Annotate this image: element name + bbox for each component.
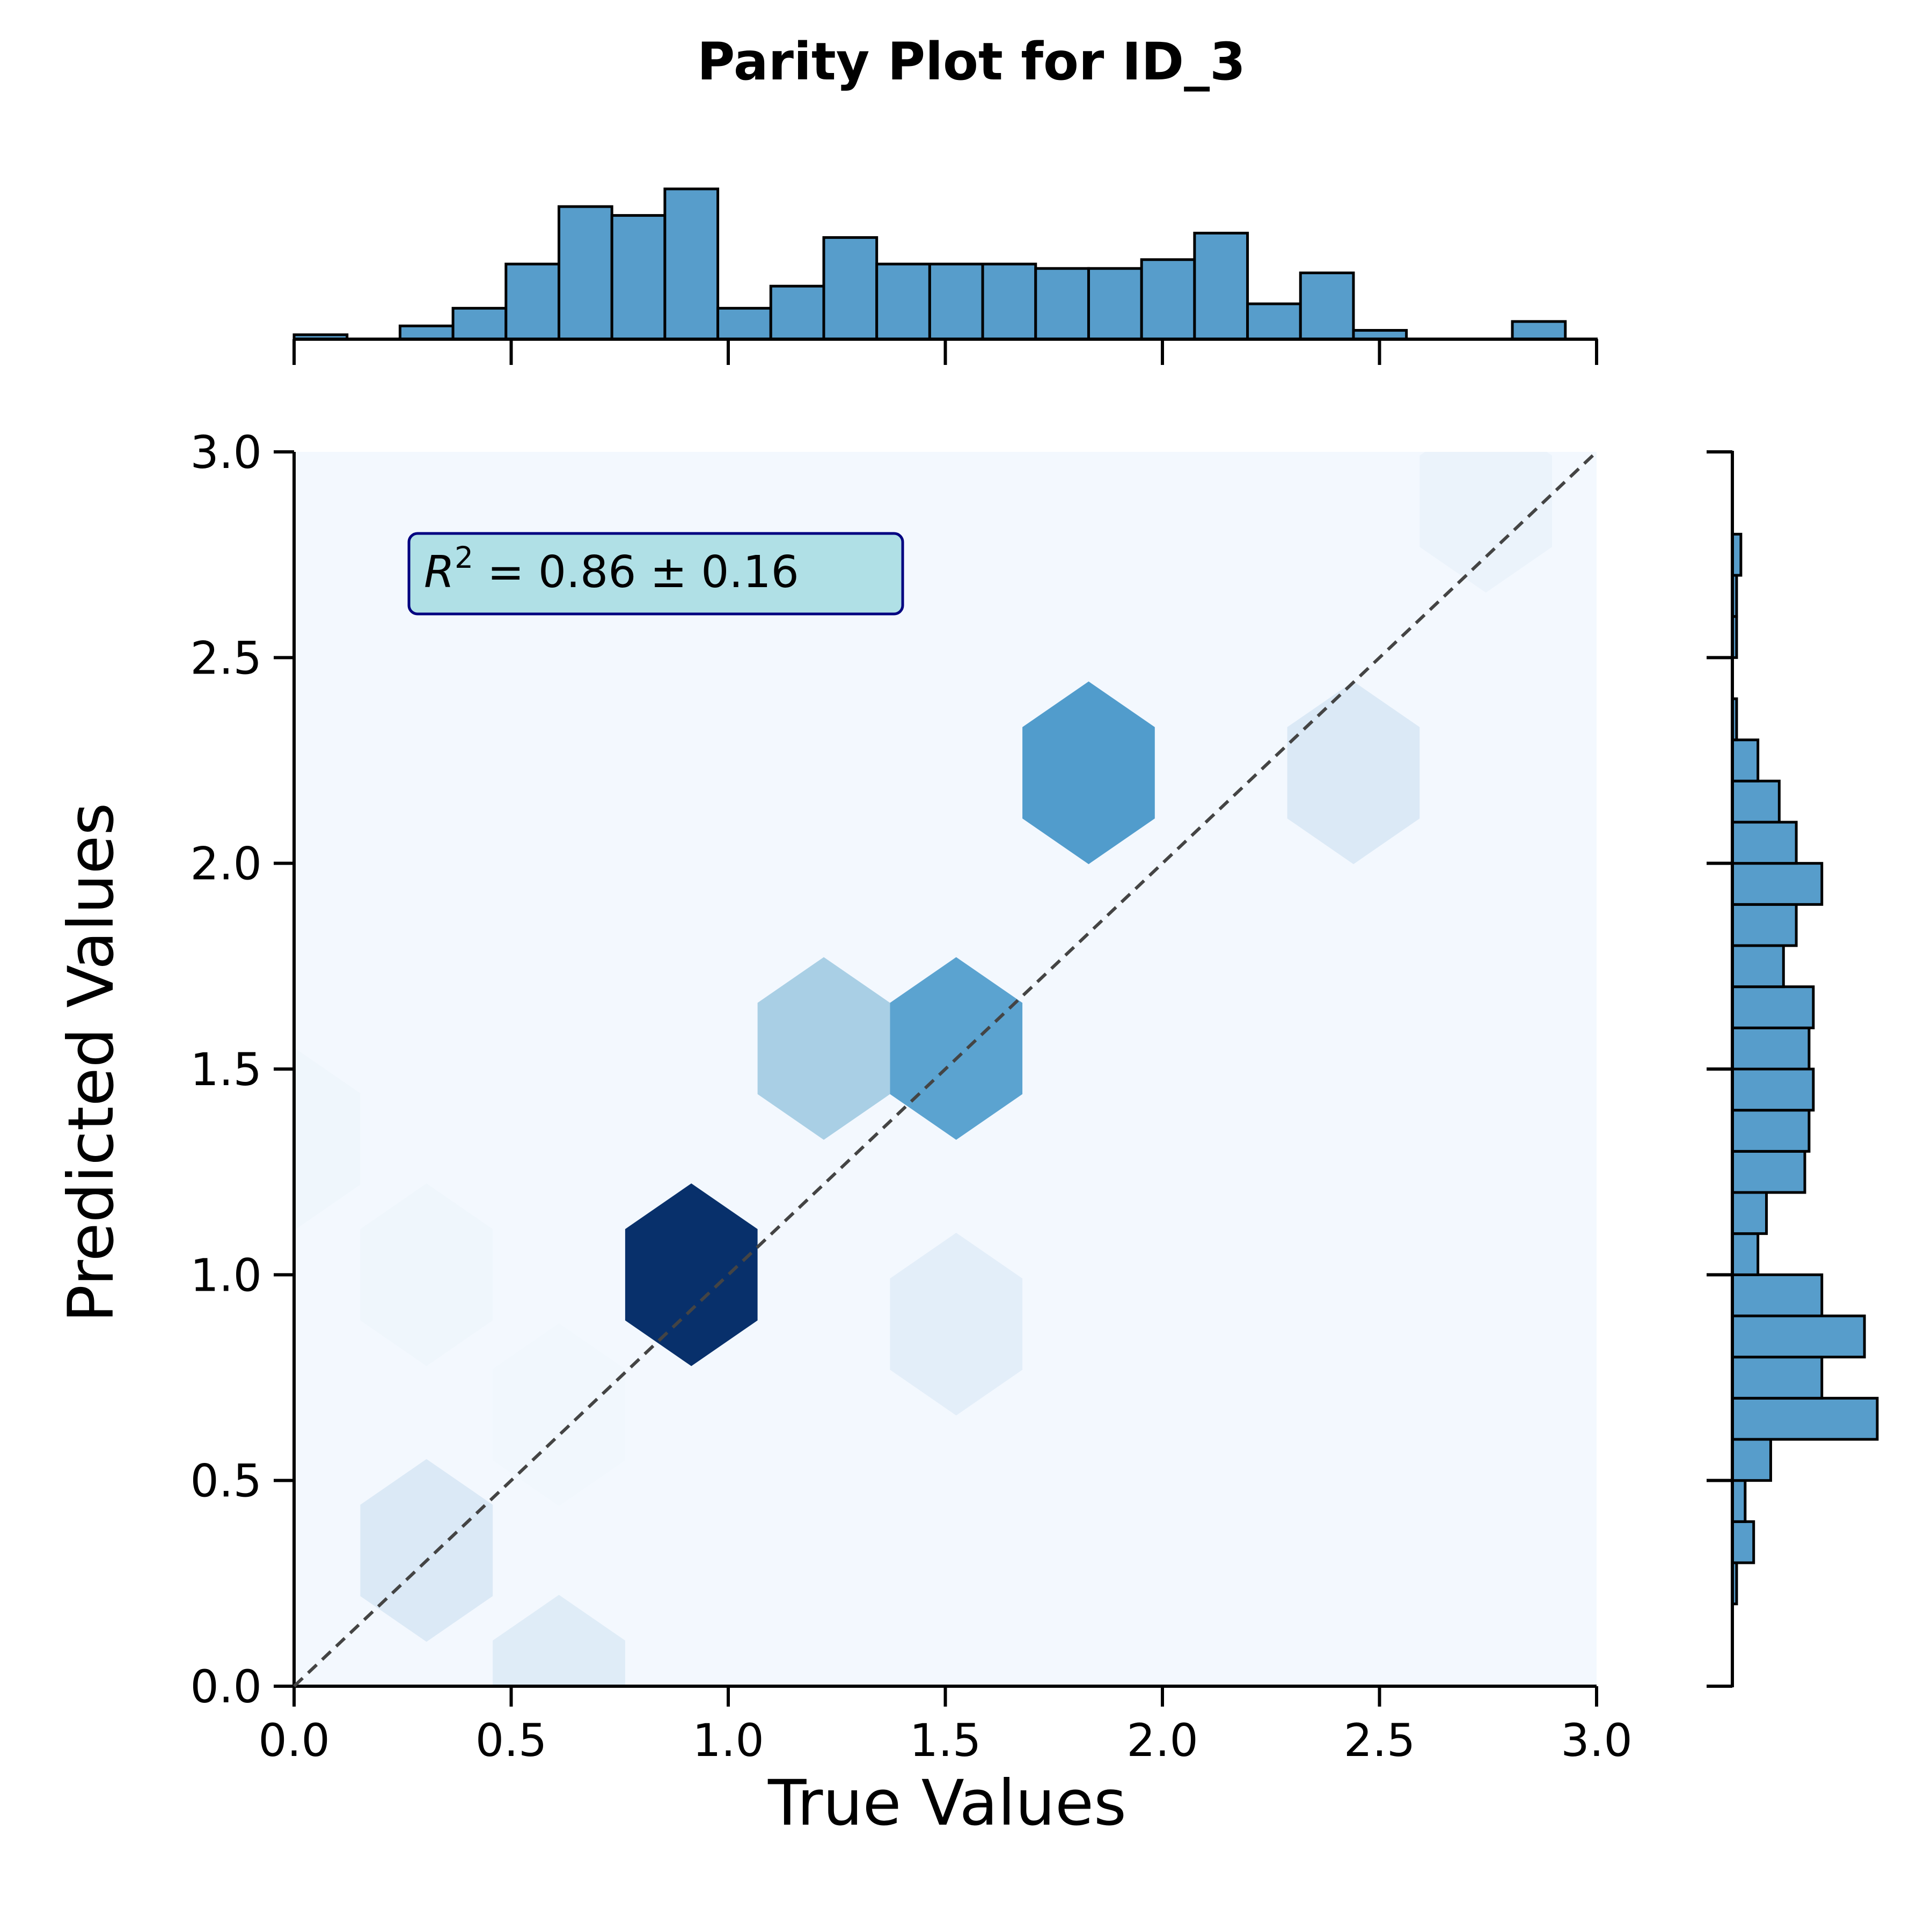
right-hist-bar	[1731, 1273, 1824, 1318]
top-hist-bar	[557, 205, 613, 341]
top-hist-bar	[1140, 258, 1196, 341]
right-hist-bar	[1731, 1520, 1755, 1564]
hexbin-cell	[890, 957, 1023, 1140]
hexbin-cell	[493, 1048, 625, 1231]
hexbin-cell	[493, 1323, 625, 1506]
top-hist-bar	[769, 284, 825, 341]
right-hist-bar	[1731, 1109, 1811, 1153]
y-tick-label: 2.5	[190, 632, 262, 684]
hexbin-cell	[1022, 1368, 1155, 1552]
hexbin-cell	[890, 1233, 1023, 1416]
top-hist-bar	[1246, 302, 1302, 341]
y-tick-label: 0.0	[190, 1660, 262, 1713]
hexbin-cell	[1154, 1233, 1287, 1416]
top-hist-bar	[504, 262, 560, 341]
right-hist-bar	[1731, 1438, 1772, 1482]
hexbin-cell	[625, 912, 758, 1095]
right-hist-bar	[1731, 738, 1760, 782]
top-hist-bar	[981, 262, 1037, 341]
axes-layer: 0.0 0.5 1.0 1.5 2.0 2.5 3.0 0.0 0.5 1.0 1.5 2.0 2.5 3…	[190, 338, 1734, 1767]
hexbin-cell	[294, 500, 361, 683]
top-hist-bar	[1087, 267, 1143, 341]
top-hist-bar	[1511, 320, 1567, 341]
hexbin-cell	[625, 1183, 758, 1366]
hexbin-cell	[360, 636, 493, 819]
hexbin-cell	[1419, 452, 1553, 593]
right-hist-bar	[1731, 1479, 1747, 1523]
r2-annotation: R2 = 0.86 ± 0.16	[407, 532, 904, 616]
top-hist-bar	[716, 306, 772, 341]
right-hist-bar	[1731, 1067, 1815, 1112]
right-hist-bar	[1731, 1396, 1879, 1441]
hexbin-cell	[294, 1323, 361, 1506]
y-tick-label: 1.0	[190, 1249, 262, 1301]
right-hist-bar	[1731, 1232, 1760, 1276]
x-tick-label: 2.5	[1344, 1714, 1416, 1767]
x-tick-label: 0.0	[258, 1714, 330, 1767]
right-hist-bar	[1731, 821, 1798, 865]
x-tick-label: 3.0	[1561, 1714, 1633, 1767]
top-hist-bar	[928, 262, 984, 341]
right-hist-bar	[1731, 1150, 1806, 1194]
hexbin-cell	[757, 772, 890, 955]
right-hist-bar	[1731, 903, 1798, 947]
hexbin-cell	[1287, 681, 1420, 865]
hexbin-cell	[1022, 681, 1155, 865]
x-tick-label: 2.0	[1126, 1714, 1198, 1767]
top-hist-bar	[1193, 231, 1249, 341]
top-hist-bar	[610, 214, 667, 341]
hexbin-cell	[625, 452, 758, 544]
right-hist-bar	[1731, 862, 1824, 906]
x-tick-label: 0.5	[475, 1714, 547, 1767]
hexbin-cell	[294, 1594, 361, 1686]
y-tick-label: 2.0	[190, 838, 262, 890]
hexbin-cell	[757, 957, 890, 1140]
right-hist-bar	[1731, 1314, 1866, 1359]
y-axis-label: Predicted Values	[54, 803, 128, 1323]
hexbin-cell	[757, 1594, 890, 1686]
top-hist-bar	[663, 187, 720, 341]
hexbin-cell	[360, 912, 493, 1095]
right-hist-bar	[1731, 779, 1781, 824]
top-hist-bar	[1299, 271, 1355, 341]
r2-annotation-box	[407, 532, 904, 616]
x-tick-label: 1.5	[910, 1714, 982, 1767]
hexbin-cell	[493, 772, 625, 955]
hexbin-cell	[493, 1594, 625, 1686]
top-hist-bar	[822, 236, 879, 341]
r2-annotation-text: R2 = 0.86 ± 0.16	[424, 540, 799, 598]
right-hist-bar	[1731, 1356, 1824, 1400]
right-hist-bar	[1731, 985, 1815, 1029]
hexbin-cell	[757, 1323, 890, 1506]
y-tick-label: 1.5	[190, 1043, 262, 1096]
x-axis-label: True Values	[767, 1766, 1126, 1840]
parity-reference-line	[292, 450, 1598, 1688]
hexbin-cell	[360, 1183, 493, 1366]
hexbin-cell	[625, 636, 758, 819]
right-hist-bar	[1731, 1191, 1768, 1235]
right-hist-bar	[1731, 944, 1785, 989]
right-hist-bar	[1731, 1026, 1811, 1071]
hexbin-cell	[294, 772, 361, 955]
hexbin-cell	[625, 1459, 758, 1642]
top-hist-bar	[451, 306, 508, 341]
x-tick-label: 1.0	[692, 1714, 764, 1767]
y-tick-label: 3.0	[190, 426, 262, 479]
y-tick-label: 0.5	[190, 1455, 262, 1507]
top-hist-bar	[398, 324, 455, 341]
hexbin-cell	[1154, 957, 1287, 1140]
hexbin-cell	[360, 452, 493, 544]
top-hist-bar	[1034, 267, 1090, 341]
hexbin-cell	[294, 1048, 361, 1231]
top-histogram	[292, 187, 1567, 341]
chart-title: Parity Plot for ID_3	[697, 32, 1246, 92]
hexbin-cell	[360, 1459, 493, 1642]
top-hist-bar	[875, 262, 931, 341]
right-histogram	[1731, 532, 1879, 1606]
